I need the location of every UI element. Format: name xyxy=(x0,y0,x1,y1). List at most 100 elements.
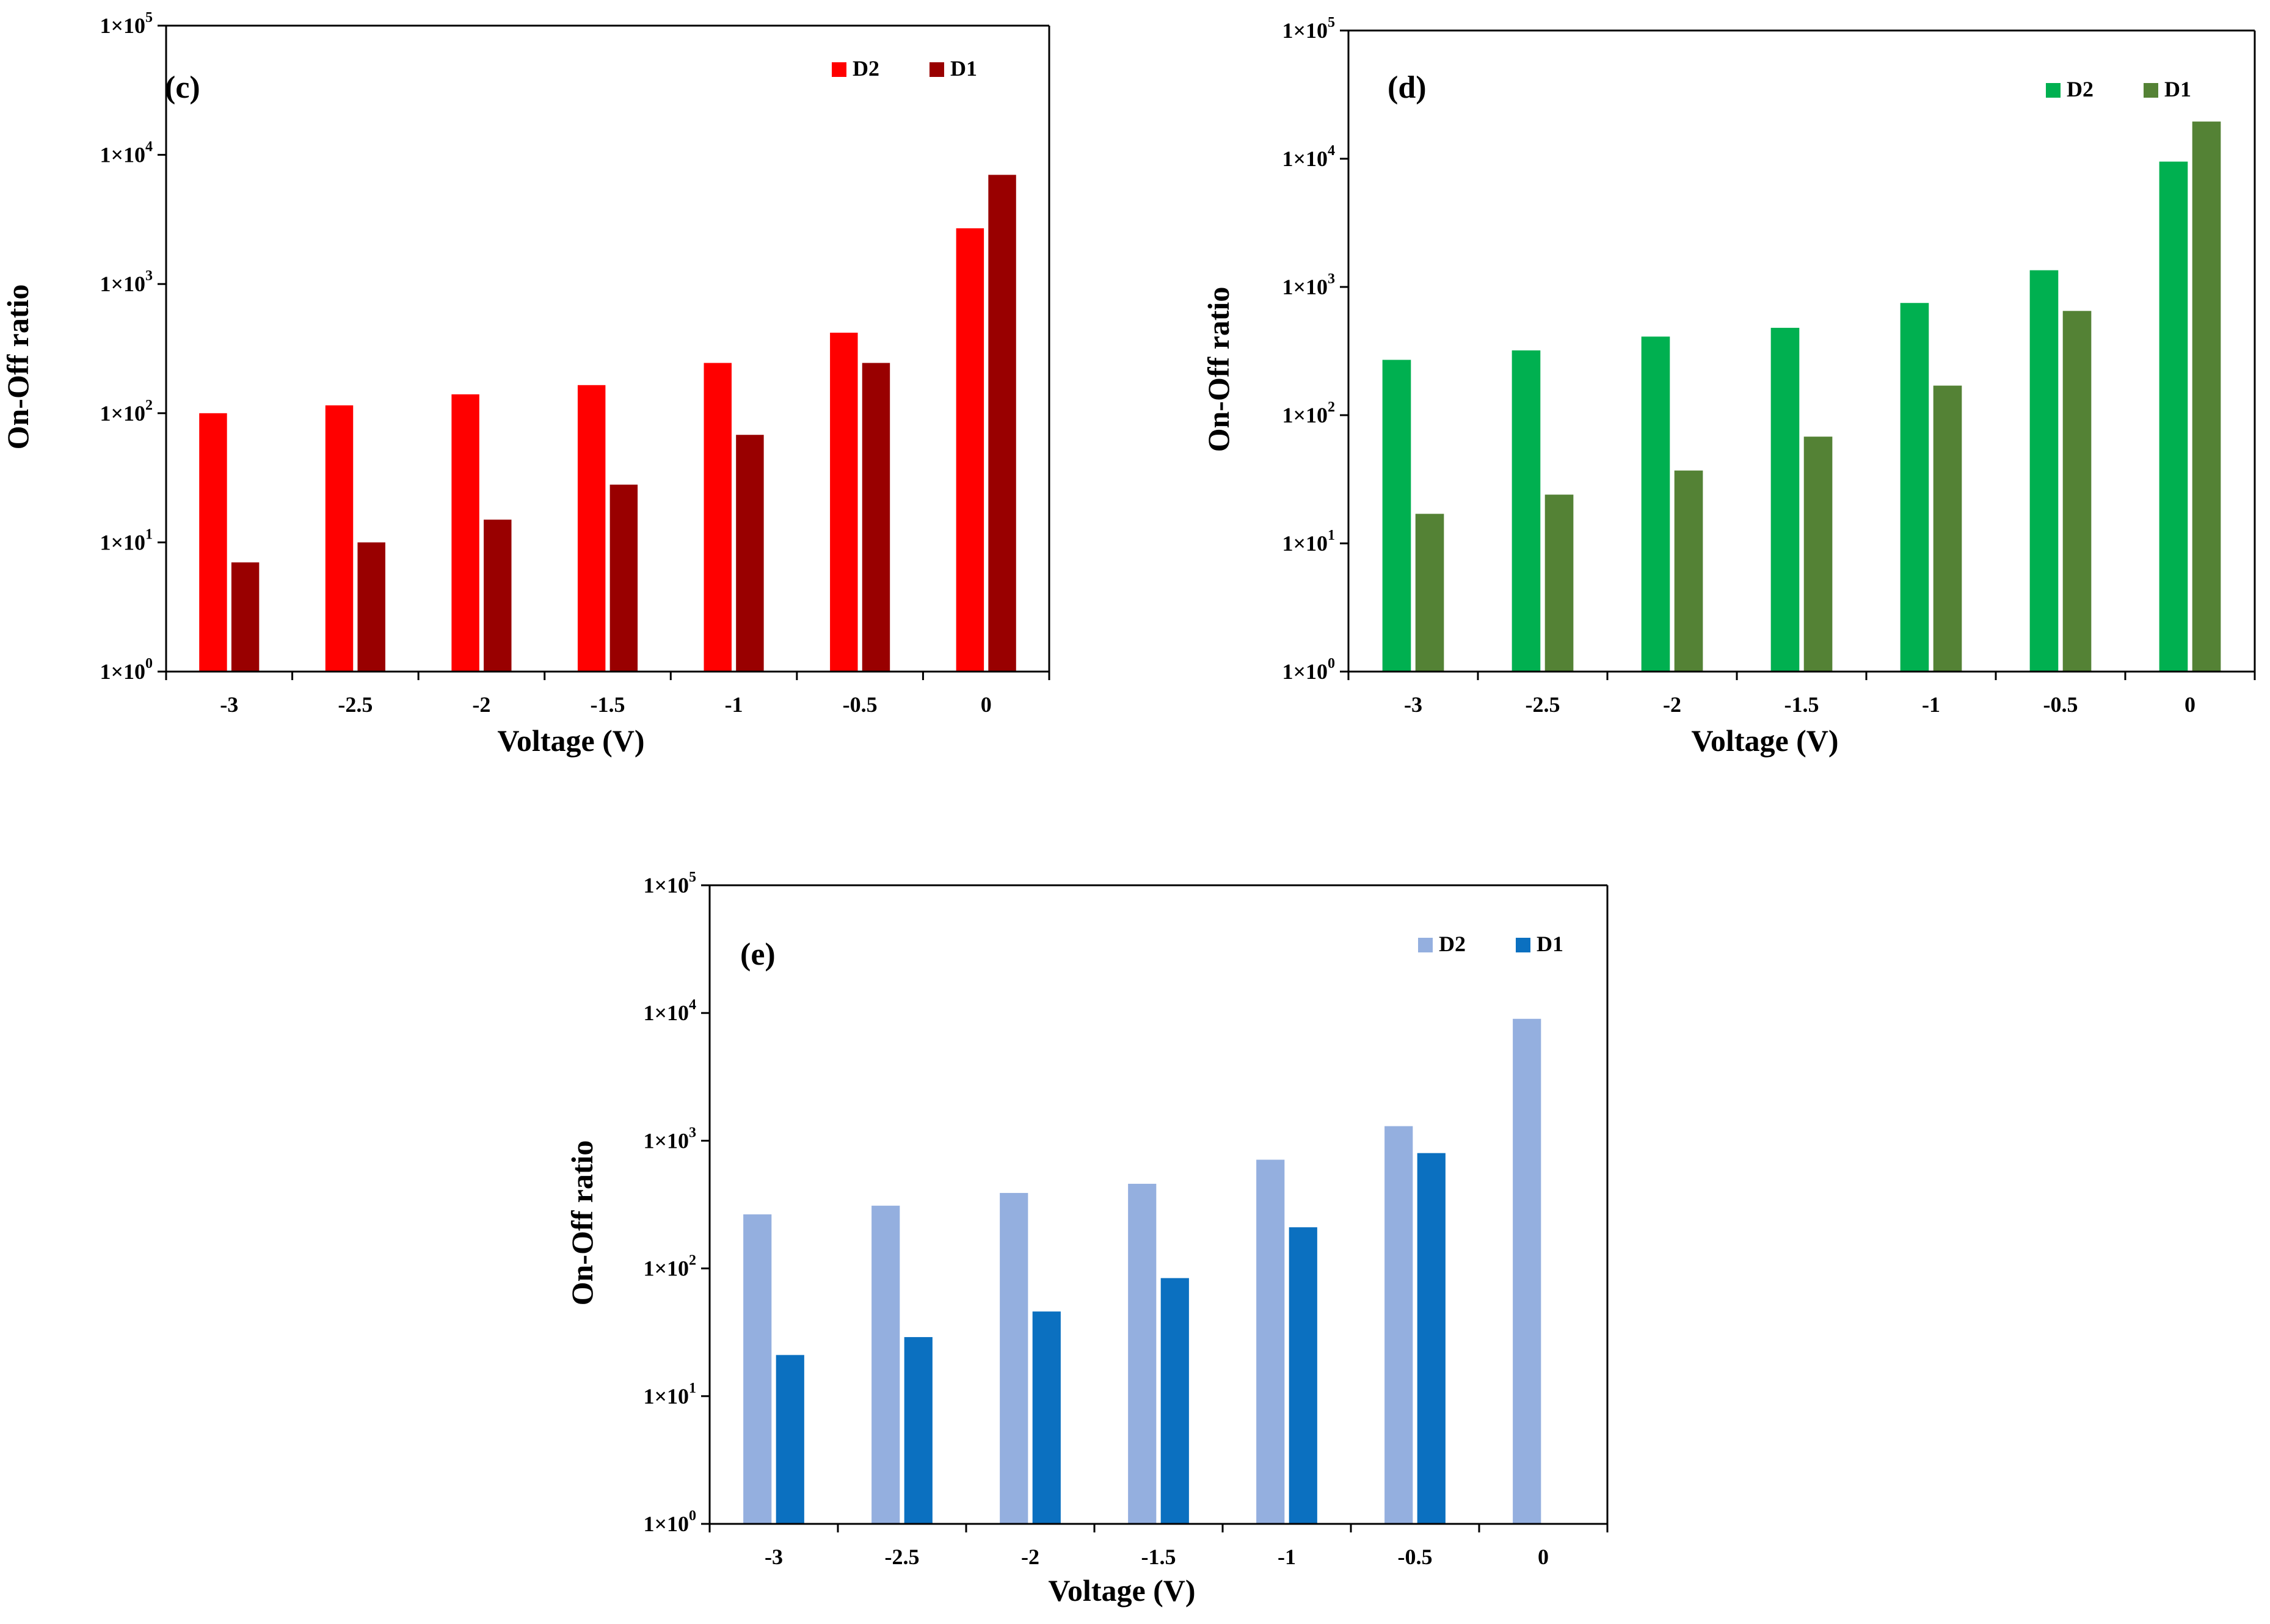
legend-swatch-d1 xyxy=(2144,83,2158,98)
bar-d1--1.5 xyxy=(1803,437,1833,672)
y-tick-label: 1×100 xyxy=(1282,656,1335,684)
panel-label: (c) xyxy=(165,70,200,105)
bar-d2-0 xyxy=(1513,1018,1541,1524)
x-tick-label: -0.5 xyxy=(2043,692,2078,717)
bar-d2--2.5 xyxy=(871,1205,900,1524)
bar-d2--1 xyxy=(704,363,732,672)
bar-d2--2.5 xyxy=(1512,350,1541,672)
legend-label-d2: D2 xyxy=(2067,77,2094,101)
y-tick-label: 1×105 xyxy=(1282,15,1335,43)
bar-d1--2.5 xyxy=(357,542,385,672)
chart-panel-d: 1×100 1×101 1×102 1×103 1×104 1×105 -3 -2.5 -2 -1… xyxy=(1201,15,2256,758)
bar-d1--1 xyxy=(736,435,764,672)
bar-d2--1 xyxy=(1256,1159,1285,1524)
chart-panel-c: 1×100 1×101 1×102 1×103 1×104 1×105 -3 -2.5 -2 -1… xyxy=(1,10,1050,758)
x-tick-label: -1 xyxy=(1278,1545,1296,1569)
legend-swatch-d1 xyxy=(1516,938,1530,952)
bar-d1-0 xyxy=(988,175,1016,672)
x-tick-label: -3 xyxy=(765,1545,783,1569)
x-axis-title: Voltage (V) xyxy=(1691,723,1838,758)
bar-d1--3 xyxy=(231,562,260,672)
bar-d2--0.5 xyxy=(1384,1126,1413,1524)
bar-d2--2.5 xyxy=(325,405,354,672)
bar-d1-0 xyxy=(2192,121,2221,672)
y-tick-label: 1×103 xyxy=(643,1125,696,1153)
y-axis-title: On-Off ratio xyxy=(565,1140,599,1306)
bar-d2--1.5 xyxy=(1770,327,1800,672)
bar-d1--2 xyxy=(484,520,512,672)
bar-d1--1 xyxy=(1289,1227,1317,1524)
x-tick-label: -1 xyxy=(725,692,743,717)
legend-label-d2: D2 xyxy=(853,56,879,81)
x-tick-label: -2 xyxy=(1663,692,1681,717)
bar-d2--1 xyxy=(1900,303,1929,672)
legend-swatch-d1 xyxy=(929,62,944,77)
y-axis-title: On-Off ratio xyxy=(1,285,35,450)
y-tick-label: 1×105 xyxy=(643,869,696,897)
legend-label-d2: D2 xyxy=(1439,932,1466,956)
legend-label-d1: D1 xyxy=(2164,77,2191,101)
bar-d2--1.5 xyxy=(1128,1183,1157,1524)
bar-d1--3 xyxy=(1415,513,1444,672)
bar-d2--3 xyxy=(1382,360,1411,672)
x-tick-label: 0 xyxy=(1538,1545,1549,1569)
x-tick-label: -1 xyxy=(1922,692,1940,717)
bar-d2-0 xyxy=(956,228,984,672)
x-axis-title: Voltage (V) xyxy=(497,723,644,758)
bar-d1--2 xyxy=(1032,1311,1061,1524)
x-tick-label: -1.5 xyxy=(591,692,625,717)
x-tick-label: -2.5 xyxy=(885,1545,920,1569)
x-tick-label: -3 xyxy=(1404,692,1422,717)
y-tick-label: 1×104 xyxy=(643,997,696,1025)
bar-d2--2 xyxy=(1000,1192,1028,1524)
y-tick-label: 1×101 xyxy=(643,1380,696,1408)
panel-label: (e) xyxy=(740,937,776,972)
x-tick-label: -2 xyxy=(472,692,490,717)
bar-d1--1.5 xyxy=(609,484,638,672)
x-tick-label: 0 xyxy=(981,692,992,717)
bar-d1--2.5 xyxy=(904,1337,933,1524)
x-tick-label: -0.5 xyxy=(1398,1545,1433,1569)
bar-d1--3 xyxy=(776,1355,804,1524)
x-tick-label: -1.5 xyxy=(1784,692,1819,717)
bar-d2--1.5 xyxy=(577,385,606,672)
bar-d2--3 xyxy=(199,413,227,672)
y-tick-label: 1×103 xyxy=(100,268,153,296)
bar-d2--2 xyxy=(451,394,479,672)
panel-label: (d) xyxy=(1388,70,1427,105)
x-tick-label: -0.5 xyxy=(843,692,878,717)
x-tick-label: -2.5 xyxy=(338,692,373,717)
y-tick-label: 1×100 xyxy=(100,656,153,684)
legend-label-d1: D1 xyxy=(1537,932,1563,956)
x-tick-label: -2.5 xyxy=(1526,692,1560,717)
x-tick-label: 0 xyxy=(2185,692,2195,717)
bar-d1--1 xyxy=(1933,385,1962,672)
y-tick-label: 1×102 xyxy=(1282,399,1335,427)
bar-d1--2 xyxy=(1674,470,1703,672)
x-axis-title: Voltage (V) xyxy=(1048,1573,1195,1608)
y-tick-label: 1×101 xyxy=(100,526,153,554)
bar-d2--2 xyxy=(1641,336,1670,672)
bar-d1--0.5 xyxy=(2062,311,2092,672)
legend-swatch-d2 xyxy=(1418,938,1433,952)
x-tick-label: -2 xyxy=(1021,1545,1039,1569)
y-tick-label: 1×104 xyxy=(1282,143,1335,171)
chart-panel-e: 1×100 1×101 1×102 1×103 1×104 1×105 -3 -2.5 -2 -1… xyxy=(565,869,1609,1608)
y-tick-label: 1×101 xyxy=(1282,527,1335,556)
bar-d1--2.5 xyxy=(1544,495,1574,672)
y-tick-label: 1×105 xyxy=(100,10,153,38)
y-tick-label: 1×103 xyxy=(1282,271,1335,299)
bar-d2--0.5 xyxy=(2029,270,2059,672)
y-axis-title: On-Off ratio xyxy=(1201,287,1235,452)
bar-d1--1.5 xyxy=(1160,1278,1189,1524)
y-tick-label: 1×102 xyxy=(100,397,153,426)
bar-d1--0.5 xyxy=(862,363,890,672)
bar-d2-0 xyxy=(2159,161,2188,672)
x-tick-label: -3 xyxy=(220,692,238,717)
legend-swatch-d2 xyxy=(832,62,846,77)
bar-d1--0.5 xyxy=(1417,1153,1446,1524)
bar-d2--0.5 xyxy=(830,332,858,672)
y-tick-label: 1×104 xyxy=(100,139,153,167)
legend-swatch-d2 xyxy=(2046,83,2061,98)
